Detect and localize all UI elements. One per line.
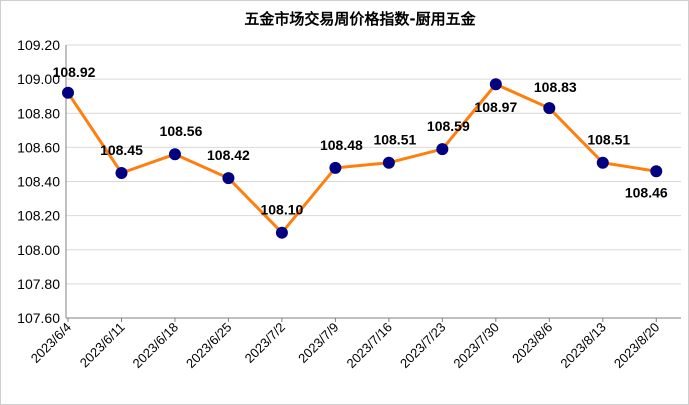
series-marker [329,161,342,174]
series-marker [62,86,74,99]
series-marker [222,172,235,185]
y-tick-label: 108.80 [17,105,60,121]
series-marker [115,166,128,179]
y-tick-label: 107.60 [17,310,60,326]
y-tick-label: 108.40 [17,174,60,190]
series-marker [275,226,288,239]
data-label: 108.42 [207,147,250,163]
data-label: 108.51 [587,132,630,148]
y-tick-label: 109.00 [17,71,60,87]
data-label: 108.56 [160,123,203,139]
y-tick-label: 108.60 [17,139,60,155]
series-marker [489,78,502,91]
gridlines [66,44,681,285]
series-markers [62,78,663,239]
y-tick-label: 107.80 [17,276,60,292]
series-marker [596,156,609,169]
data-label: 108.46 [625,184,668,200]
series-line [66,82,657,235]
data-label: 108.48 [320,137,363,153]
y-tick-label: 109.20 [17,37,60,53]
y-axis-tick-labels: 109.20 109.00 108.80 108.60 108.40 108.20 108.… [17,37,60,326]
data-label: 108.10 [260,202,303,218]
series-marker [382,156,395,169]
chart-title: 五金市场交易周价格指数-厨用五金 [244,10,476,28]
series-marker [168,148,181,161]
series-marker [543,102,556,115]
data-label: 108.59 [427,118,470,134]
data-label: 108.83 [534,79,577,95]
series-line-layer [66,82,657,235]
y-tick-label: 108.20 [17,208,60,224]
data-label: 108.97 [474,99,517,115]
series-marker [650,165,663,178]
y-tick-label: 108.00 [17,242,60,258]
data-label: 108.45 [100,142,143,158]
data-label: 108.92 [53,64,96,80]
data-label: 108.51 [373,132,416,148]
series-marker [436,143,449,156]
